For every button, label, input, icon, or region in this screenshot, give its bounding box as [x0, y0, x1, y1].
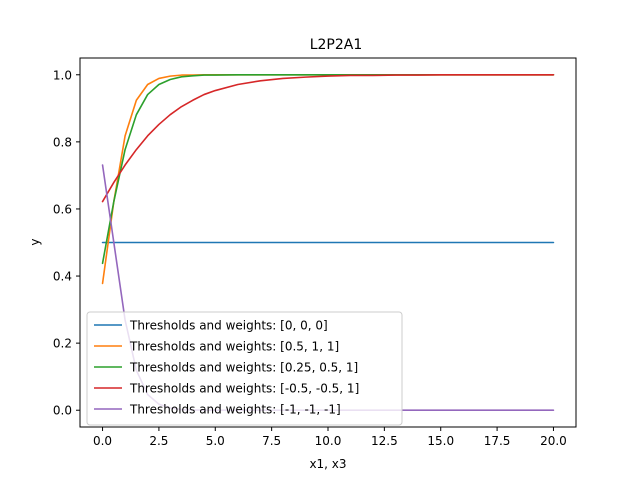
x-axis-label: x1, x3: [309, 457, 346, 471]
y-axis-label: y: [28, 238, 42, 245]
y-tick-label: 1.0: [53, 68, 72, 82]
legend-label: Thresholds and weights: [0.5, 1, 1]: [129, 340, 339, 354]
legend-box: [86, 311, 403, 426]
x-axis-ticks: 0.0 2.5 5.0 7.5 10.0 12.5 15.0 17.5 20.0: [93, 427, 567, 448]
legend-label: Thresholds and weights: [0, 0, 0]: [129, 319, 328, 333]
x-tick-label: 2.5: [149, 434, 168, 448]
x-tick-label: 5.0: [206, 434, 225, 448]
legend-label: Thresholds and weights: [-0.5, -0.5, 1]: [129, 382, 359, 396]
x-tick-label: 20.0: [540, 434, 567, 448]
legend-label: Thresholds and weights: [-1, -1, -1]: [129, 403, 341, 417]
y-tick-label: 0.6: [53, 202, 72, 216]
x-tick-label: 17.5: [484, 434, 511, 448]
x-tick-label: 0.0: [93, 434, 112, 448]
y-axis-ticks: 0.0 0.2 0.4 0.6 0.8 1.0: [53, 68, 80, 418]
chart-title: L2P2A1: [310, 37, 363, 53]
x-tick-label: 7.5: [262, 434, 281, 448]
y-tick-label: 0.4: [53, 270, 72, 284]
legend-label: Thresholds and weights: [0.25, 0.5, 1]: [129, 361, 358, 375]
series-line-4: [101, 73, 555, 203]
x-tick-label: 12.5: [371, 434, 398, 448]
y-tick-label: 0.2: [53, 337, 72, 351]
axes-frame: [79, 57, 577, 428]
y-tick-label: 0.8: [53, 135, 72, 149]
legend: Thresholds and weights: [0, 0, 0] Thresho…: [86, 311, 403, 426]
x-tick-label: 15.0: [427, 434, 454, 448]
y-tick-label: 0.0: [53, 404, 72, 418]
x-tick-label: 10.0: [315, 434, 342, 448]
